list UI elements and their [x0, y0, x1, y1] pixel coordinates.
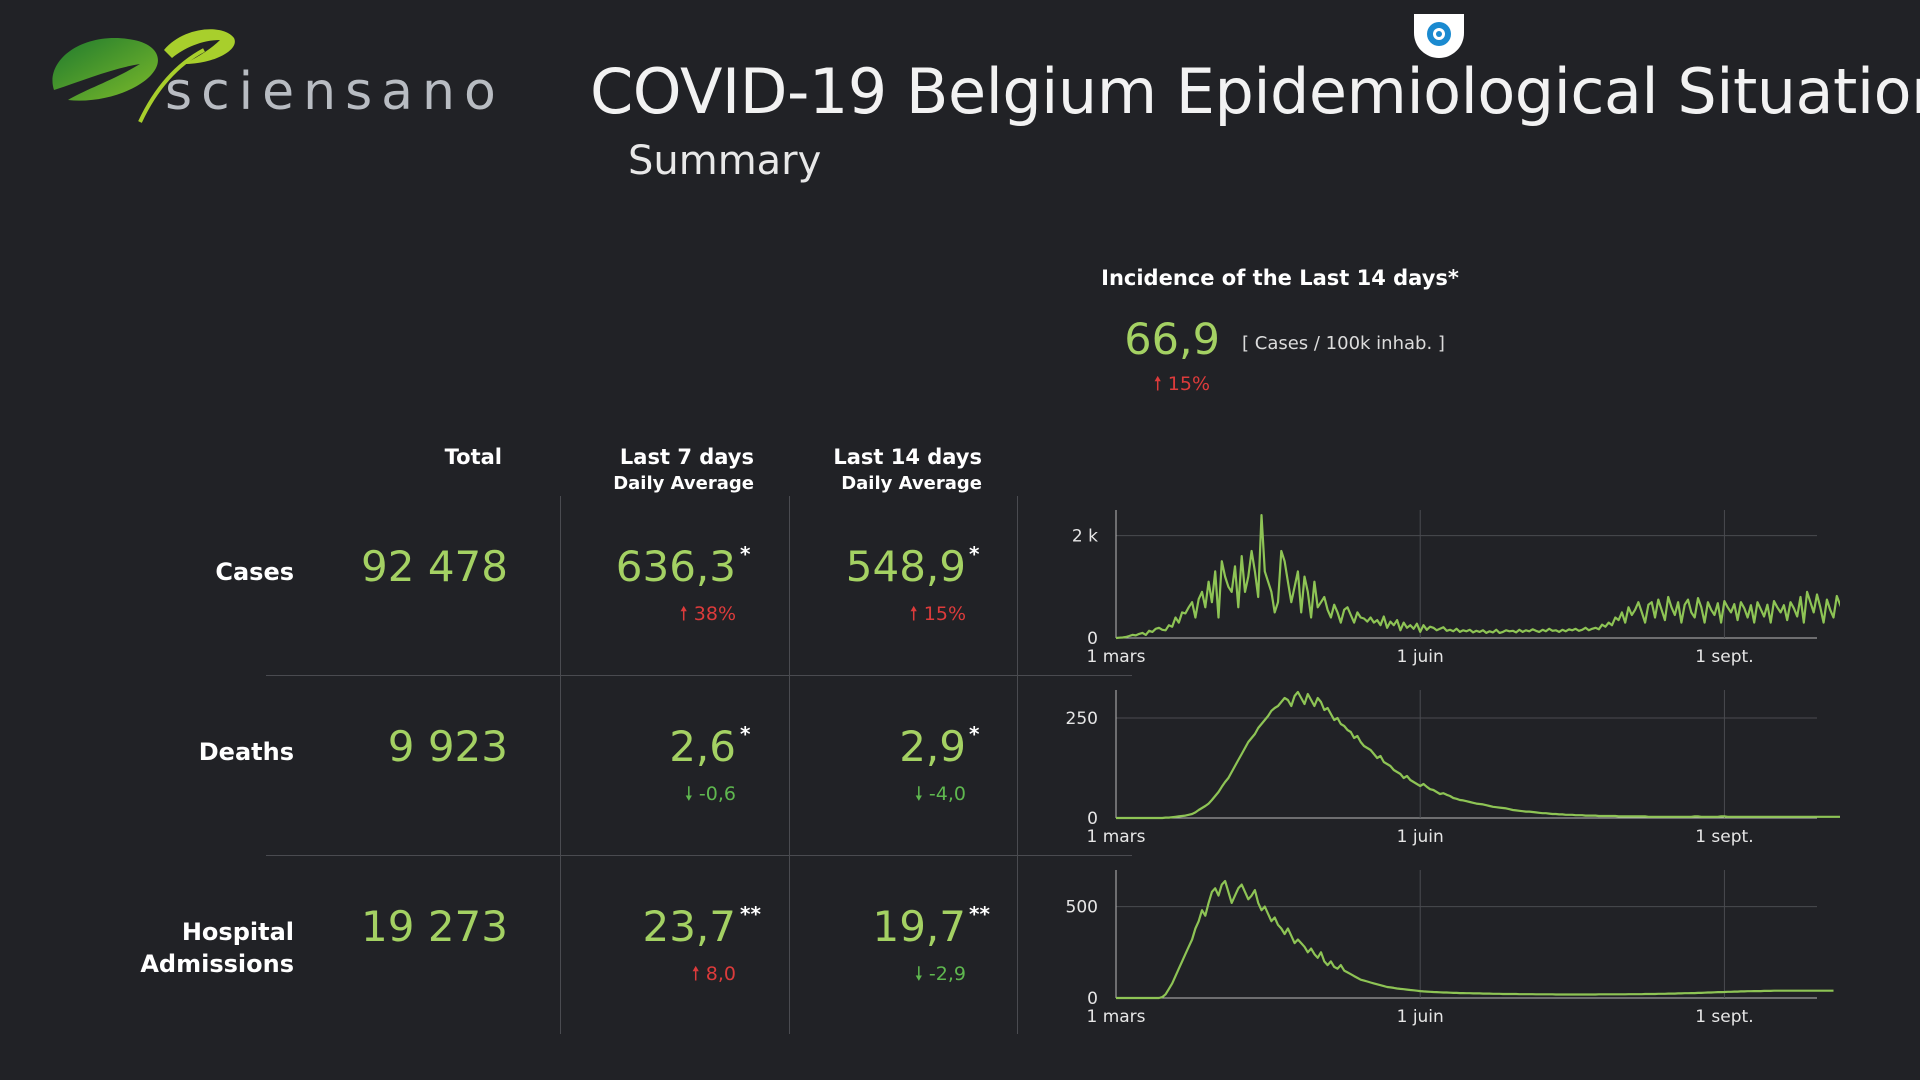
- x-tick-label: 1 mars: [1086, 827, 1145, 847]
- grid-divider: [266, 675, 1132, 676]
- hospital-total: 19 273: [361, 902, 508, 951]
- leaf-logo-icon: [52, 29, 235, 123]
- page-subtitle: Summary: [628, 138, 822, 184]
- grid-divider: [1017, 496, 1018, 1034]
- arrow-up-icon: 🠕: [691, 963, 706, 985]
- deaths-total: 9 923: [387, 722, 508, 771]
- x-tick-label: 1 mars: [1086, 647, 1145, 667]
- chat-icon: [1427, 22, 1451, 46]
- incidence-title: Incidence of the Last 14 days*: [1101, 266, 1459, 290]
- incidence-value: 66,9: [1124, 315, 1220, 365]
- x-tick-label: 1 juin: [1397, 647, 1444, 667]
- row-label-hospital-admissions: Hospital Admissions: [100, 916, 294, 980]
- row-label-cases: Cases: [215, 558, 294, 586]
- grid-divider: [560, 496, 561, 1034]
- cases-chart: 0 2 k 1 mars 1 juin 1 sept.: [1072, 510, 1840, 667]
- grid-divider: [266, 855, 1132, 856]
- deaths-avg14-change-value: -4,0: [928, 783, 966, 805]
- y-tick-label: 0: [1087, 809, 1098, 829]
- x-tick-label: 1 juin: [1397, 827, 1444, 847]
- deaths-avg7-mark: *: [740, 722, 751, 746]
- column-subheader-last14: Daily Average: [841, 473, 982, 494]
- deaths-avg7-change-value: -0,6: [698, 783, 736, 805]
- x-tick-label: 1 sept.: [1695, 647, 1753, 667]
- accessibility-badge[interactable]: [1414, 14, 1464, 58]
- hospital-avg7-mark: **: [740, 902, 761, 926]
- row-label-hospital-line1: Hospital: [181, 918, 294, 946]
- hospital-avg7-change: 🠕 8,0: [640, 960, 736, 992]
- hospital-avg7-change-value: 8,0: [705, 963, 736, 985]
- page-title: COVID-19 Belgium Epidemiological Situati…: [590, 55, 1920, 128]
- x-tick-label: 1 sept.: [1695, 1007, 1753, 1027]
- y-tick-label: 250: [1066, 709, 1098, 729]
- hospital-avg14-mark: **: [969, 902, 990, 926]
- x-tick-label: 1 mars: [1086, 1007, 1145, 1027]
- deaths-chart: 0 250 1 mars 1 juin 1 sept.: [1066, 690, 1840, 847]
- cases-series-line: [1115, 514, 1840, 640]
- cases-avg14-change: 🠕 15%: [870, 600, 966, 632]
- grid-divider: [789, 496, 790, 1034]
- cases-avg7: 636,3: [560, 542, 736, 591]
- deaths-avg14-mark: *: [969, 722, 980, 746]
- y-tick-label: 2 k: [1072, 527, 1098, 547]
- incidence-change: 🠕 15%: [1130, 370, 1210, 402]
- deaths-series-line: [1116, 690, 1840, 820]
- y-tick-label: 0: [1087, 989, 1098, 1009]
- cases-avg7-change: 🠕 38%: [640, 600, 736, 632]
- deaths-avg7: 2,6: [560, 722, 736, 771]
- deaths-avg7-value: 2,6: [669, 722, 736, 771]
- hospital-avg14-change: 🠗 -2,9: [870, 960, 966, 992]
- deaths-avg14: 2,9: [790, 722, 966, 771]
- hospital-avg14-value: 19,7: [872, 902, 966, 951]
- y-tick-label: 0: [1087, 629, 1098, 649]
- arrow-up-icon: 🠕: [679, 603, 694, 625]
- x-tick-label: 1 juin: [1397, 1007, 1444, 1027]
- column-header-last7: Last 7 days: [619, 445, 754, 469]
- hospital-avg14: 19,7: [790, 902, 966, 951]
- hospital-admissions-chart: 0 500 1 mars 1 juin 1 sept.: [1066, 870, 1834, 1027]
- logo-text: sciensano: [165, 62, 505, 122]
- cases-avg14-value: 548,9: [845, 542, 966, 591]
- cases-avg14-mark: *: [969, 542, 980, 566]
- arrow-up-icon: 🠕: [909, 603, 924, 625]
- column-header-last14: Last 14 days: [833, 445, 982, 469]
- incidence-unit: [ Cases / 100k inhab. ]: [1242, 333, 1445, 354]
- hospital-avg7: 23,7: [560, 902, 736, 951]
- row-label-hospital-line2: Admissions: [140, 950, 294, 978]
- column-subheader-last7: Daily Average: [613, 473, 754, 494]
- hospital-avg14-change-value: -2,9: [928, 963, 966, 985]
- cases-avg14-change-value: 15%: [923, 603, 966, 625]
- hospital_admissions-series-line: [1116, 879, 1834, 1000]
- y-tick-label: 500: [1066, 898, 1098, 918]
- cases-total: 92 478: [361, 542, 508, 591]
- deaths-avg14-change: 🠗 -4,0: [870, 780, 966, 812]
- cases-avg7-mark: *: [740, 542, 751, 566]
- x-tick-label: 1 sept.: [1695, 827, 1753, 847]
- column-header-total: Total: [444, 445, 502, 469]
- cases-avg7-value: 636,3: [615, 542, 736, 591]
- arrow-down-icon: 🠗: [914, 783, 929, 805]
- incidence-change-value: 15%: [1167, 373, 1210, 395]
- cases-avg14: 548,9: [790, 542, 966, 591]
- arrow-down-icon: 🠗: [914, 963, 929, 985]
- deaths-avg7-change: 🠗 -0,6: [640, 780, 736, 812]
- deaths-avg14-value: 2,9: [899, 722, 966, 771]
- cases-avg7-change-value: 38%: [693, 603, 736, 625]
- sciensano-logo: [44, 20, 514, 130]
- row-label-deaths: Deaths: [198, 738, 294, 766]
- arrow-up-icon: 🠕: [1153, 373, 1162, 395]
- hospital-avg7-value: 23,7: [642, 902, 736, 951]
- arrow-down-icon: 🠗: [684, 783, 699, 805]
